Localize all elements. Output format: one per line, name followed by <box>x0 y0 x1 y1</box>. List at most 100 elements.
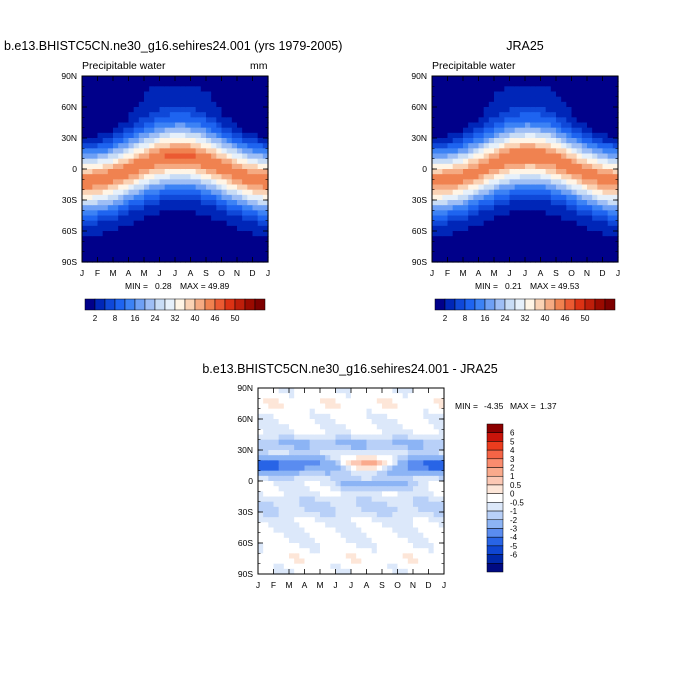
field-cell <box>263 419 269 425</box>
field-cell <box>402 522 409 529</box>
field-cell <box>206 194 212 201</box>
field-cell <box>118 241 124 248</box>
field-cell <box>314 527 321 534</box>
field-cell <box>397 527 404 534</box>
field-cell <box>226 81 233 87</box>
field-cell <box>107 91 114 98</box>
field-cell <box>226 256 233 263</box>
field-cell <box>397 455 404 461</box>
field-cell <box>164 153 171 160</box>
field-cell <box>299 496 306 503</box>
field-cell <box>407 398 414 405</box>
field-cell <box>278 532 285 539</box>
field-cell <box>123 132 130 139</box>
field-cell <box>509 231 516 237</box>
field-cell <box>402 501 409 508</box>
field-cell <box>457 76 464 82</box>
field-cell <box>602 127 609 134</box>
field-cell <box>169 117 176 124</box>
field-cell <box>387 568 393 575</box>
field-cell <box>340 506 347 513</box>
field-cell <box>128 215 135 222</box>
field-cell <box>206 220 212 227</box>
field-cell <box>423 563 430 570</box>
field-cell <box>211 210 217 217</box>
field-cell <box>154 200 161 206</box>
field-cell <box>468 179 474 186</box>
field-cell <box>361 419 368 425</box>
field-cell <box>169 153 176 160</box>
field-cell <box>392 475 399 482</box>
field-cell <box>242 241 248 248</box>
field-cell <box>164 148 171 155</box>
field-cell <box>478 210 485 217</box>
colorbar-swatch <box>486 554 504 564</box>
field-cell <box>185 184 192 191</box>
field-cell <box>361 434 368 441</box>
field-cell <box>107 205 114 211</box>
field-cell <box>206 158 212 165</box>
field-cell <box>361 568 368 575</box>
colorbar-label: 46 <box>211 314 220 323</box>
field-cell <box>488 210 495 217</box>
field-cell <box>159 96 166 103</box>
field-cell <box>457 91 464 98</box>
field-cell <box>387 413 393 420</box>
field-cell <box>180 86 186 93</box>
field-cell <box>428 398 435 405</box>
field-cell <box>366 512 373 518</box>
field-cell <box>283 517 290 523</box>
field-cell <box>535 163 542 170</box>
field-cell <box>494 107 500 113</box>
field-cell <box>494 76 500 82</box>
field-cell <box>262 86 269 93</box>
field-cell <box>447 220 454 227</box>
field-cell <box>252 163 259 170</box>
field-cell <box>247 107 254 113</box>
field-cell <box>283 398 290 405</box>
field-cell <box>247 189 254 196</box>
field-cell <box>366 553 373 560</box>
field-cell <box>231 143 238 149</box>
colorbar-swatch <box>564 298 576 311</box>
field-cell <box>304 517 311 523</box>
field-cell <box>164 184 171 191</box>
field-cell <box>351 558 357 565</box>
field-cell <box>211 225 217 232</box>
field-cell <box>457 138 464 144</box>
field-cell <box>392 486 399 492</box>
field-cell <box>556 117 562 124</box>
field-cell <box>468 96 474 103</box>
field-cell <box>438 491 445 498</box>
field-cell <box>509 220 516 227</box>
field-cell <box>159 107 166 113</box>
field-cell <box>335 439 342 446</box>
field-cell <box>371 527 378 534</box>
field-cell <box>268 501 275 508</box>
field-cell <box>473 236 480 242</box>
field-cell <box>231 153 238 160</box>
field-cell <box>299 455 306 461</box>
colorbar-label: 50 <box>231 314 240 323</box>
field-cell <box>519 143 526 149</box>
field-cell <box>437 96 443 103</box>
field-cell <box>304 548 311 554</box>
field-cell <box>200 112 207 118</box>
field-cell <box>107 127 114 134</box>
field-cell <box>190 153 197 160</box>
field-cell <box>566 86 573 93</box>
field-cell <box>289 413 295 420</box>
field-cell <box>581 194 588 201</box>
field-cell <box>356 475 362 482</box>
field-cell <box>519 205 526 211</box>
field-cell <box>413 527 419 534</box>
field-cell <box>237 194 243 201</box>
field-cell <box>330 398 337 405</box>
field-cell <box>371 434 378 441</box>
field-cell <box>206 241 212 248</box>
field-cell <box>185 112 192 118</box>
field-cell <box>123 153 130 160</box>
field-cell <box>149 225 155 232</box>
field-cell <box>82 158 88 165</box>
field-cell <box>504 246 511 253</box>
